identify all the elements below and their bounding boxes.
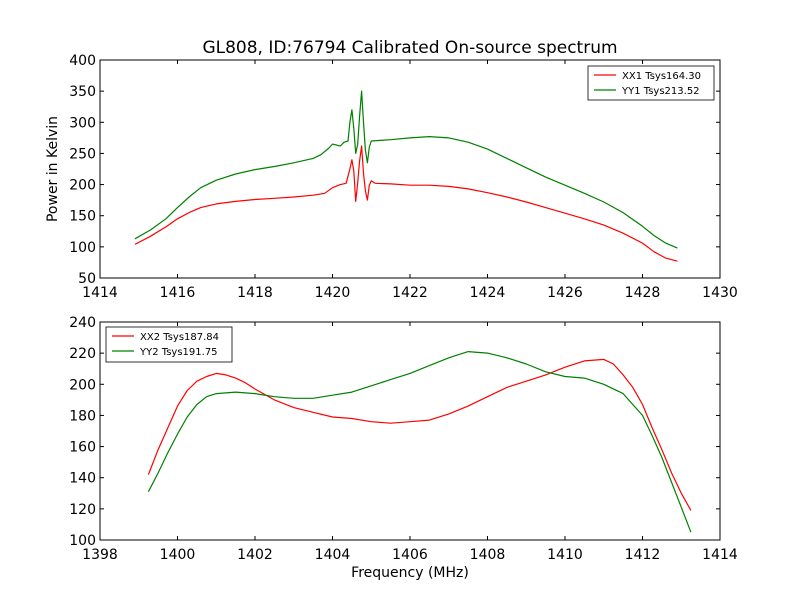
x-tick-label: 1404 — [315, 547, 351, 563]
x-tick-label: 1410 — [547, 547, 583, 563]
series-line-1 — [147, 358, 692, 511]
y-tick-label: 220 — [69, 346, 96, 362]
y-tick-label: 240 — [69, 315, 96, 331]
x-tick-label: 1406 — [392, 547, 428, 563]
y-tick-label: 200 — [69, 377, 96, 393]
x-tick-label: 1414 — [82, 285, 118, 301]
legend-box — [587, 65, 715, 101]
figure-title: GL808, ID:76794 Calibrated On-source spe… — [202, 38, 617, 58]
x-tick-label: 1424 — [470, 285, 506, 301]
y-tick-label: 250 — [69, 146, 96, 162]
legend-label: YY1 Tsys213.52 — [621, 86, 700, 97]
x-axis-label: Frequency (MHz) — [351, 565, 469, 581]
x-tick-label: 1420 — [315, 285, 351, 301]
legend-label: XX1 Tsys164.30 — [622, 71, 701, 82]
x-tick-label: 1416 — [160, 285, 196, 301]
x-tick-label: 1430 — [702, 285, 738, 301]
x-tick-label: 1418 — [237, 285, 273, 301]
y-tick-label: 400 — [69, 53, 96, 69]
y-tick-label: 120 — [69, 502, 96, 518]
y-tick-label: 50 — [78, 271, 96, 287]
y-tick-label: 100 — [69, 533, 96, 549]
x-tick-label: 1426 — [547, 285, 583, 301]
y-tick-label: 160 — [69, 440, 96, 456]
y-tick-label: 350 — [69, 84, 96, 100]
top-subplot: 1414 1416 1418 1420 1422 1424 1426 1428 1430 50 10… — [45, 53, 738, 301]
x-tick-label: 1412 — [625, 547, 661, 563]
legend-box — [105, 326, 233, 363]
x-tick-label: 1428 — [625, 285, 661, 301]
x-tick-label: 1400 — [160, 547, 196, 563]
x-tick-label: 1422 — [392, 285, 428, 301]
y-tick-label: 140 — [69, 471, 96, 487]
y-tick-label: 200 — [69, 178, 96, 194]
y-tick-label: 100 — [69, 240, 96, 256]
y-tick-label: 180 — [69, 408, 96, 424]
x-tick-label: 1402 — [237, 547, 273, 563]
series-line-2 — [134, 90, 678, 249]
y-tick-label: 150 — [69, 209, 96, 225]
x-tick-label: 1414 — [702, 547, 738, 563]
series-line-2 — [147, 351, 692, 533]
y-axis-label: Power in Kelvin — [45, 116, 61, 222]
series-line-1 — [134, 145, 678, 262]
x-tick-label: 1408 — [470, 547, 506, 563]
legend-label: YY2 Tsys191.75 — [139, 347, 218, 358]
legend-label: XX2 Tsys187.84 — [140, 332, 219, 343]
x-tick-label: 1398 — [82, 547, 118, 563]
bottom-subplot: 1398 1400 1402 1404 1406 1408 1410 1412 1414 100 1… — [69, 315, 738, 581]
y-tick-label: 300 — [69, 115, 96, 131]
